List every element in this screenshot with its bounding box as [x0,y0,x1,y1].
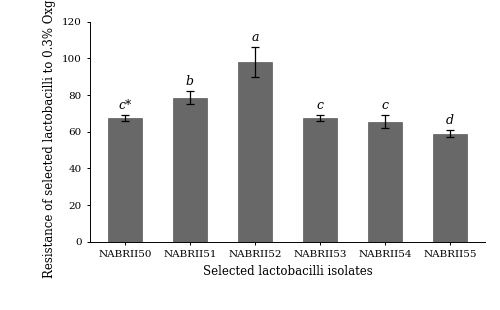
Text: c*: c* [118,99,132,112]
Text: a: a [251,31,258,44]
Text: d: d [446,113,454,126]
Text: c: c [382,99,388,112]
Bar [108,118,142,242]
Bar [238,62,272,242]
Bar [303,118,337,242]
Y-axis label: Resistance of selected lactobacilli to 0.3% Oxgall: Resistance of selected lactobacilli to 0… [43,0,56,278]
Bar [173,98,207,242]
Text: c: c [316,99,324,112]
Bar [368,122,402,242]
Bar [433,134,467,242]
Text: b: b [186,75,194,88]
X-axis label: Selected lactobacilli isolates: Selected lactobacilli isolates [202,265,372,278]
